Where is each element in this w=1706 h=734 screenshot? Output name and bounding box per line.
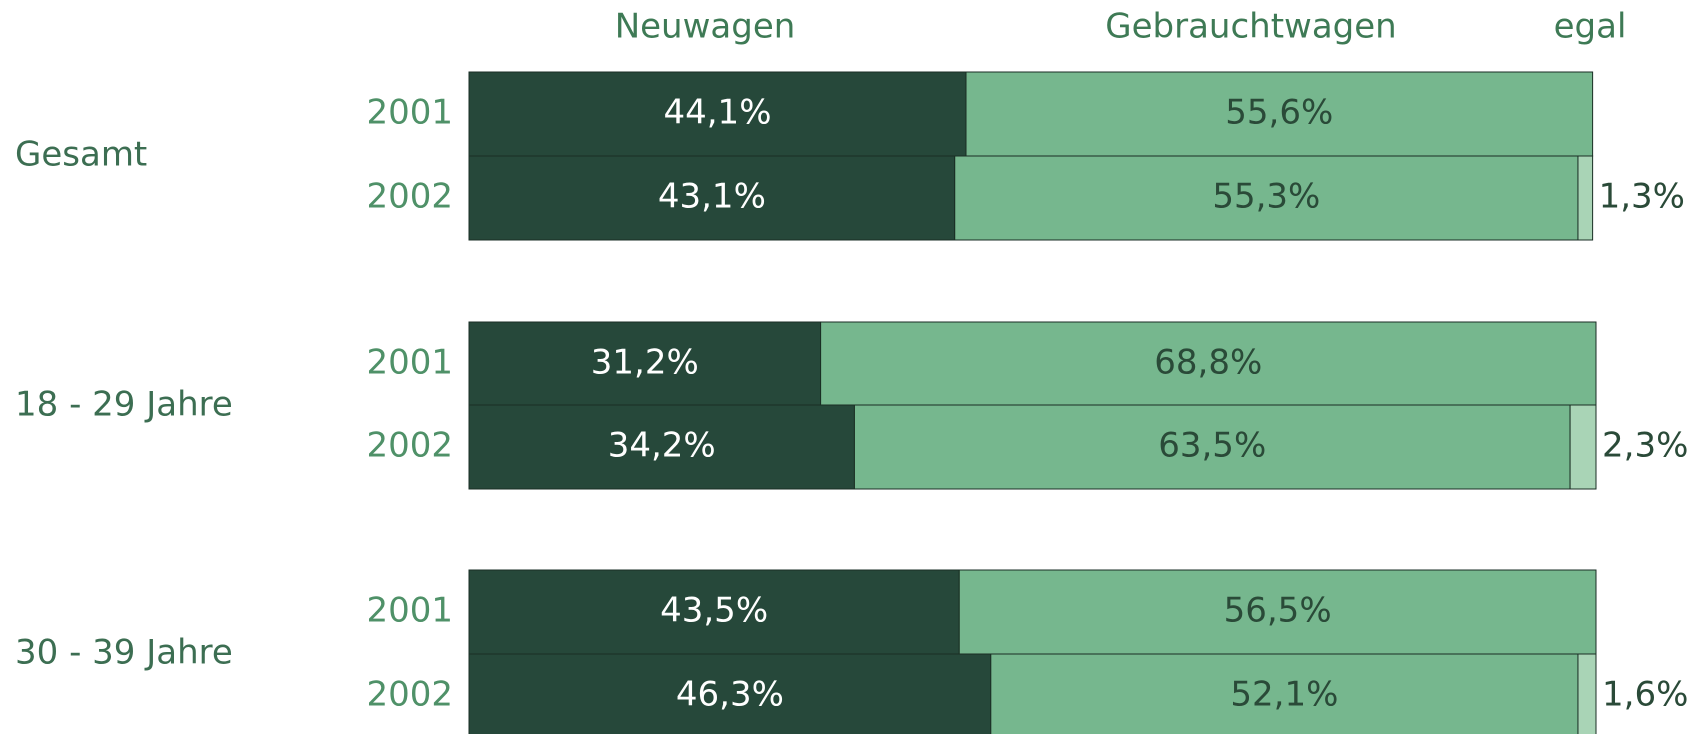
row-label: 2001 — [366, 591, 453, 631]
bar-segment — [1577, 653, 1597, 734]
bar-segment — [965, 71, 1594, 157]
bar-segment — [468, 155, 956, 241]
bar-segment — [820, 321, 1597, 407]
value-label: 63,5% — [1158, 426, 1266, 466]
value-label: 2,3% — [1602, 426, 1688, 466]
value-label: 1,3% — [1599, 177, 1685, 217]
group-label: Gesamt — [15, 135, 147, 175]
bar-segment — [853, 404, 1571, 490]
row-label: 2002 — [366, 426, 453, 466]
value-label: 43,5% — [660, 591, 768, 631]
bar-segment — [958, 569, 1597, 655]
bar-segment — [468, 404, 855, 490]
bar-segment — [990, 653, 1579, 734]
row-label: 2002 — [366, 675, 453, 715]
legend-label: Gebrauchtwagen — [1105, 7, 1396, 47]
bar-segment — [1569, 404, 1597, 490]
value-label: 44,1% — [663, 93, 771, 133]
legend-label: egal — [1554, 7, 1627, 47]
group-label: 30 - 39 Jahre — [15, 633, 233, 673]
value-label: 34,2% — [608, 426, 716, 466]
value-label: 55,3% — [1212, 177, 1320, 217]
row-label: 2001 — [366, 343, 453, 383]
value-label: 52,1% — [1230, 675, 1338, 715]
bar-segment — [468, 71, 967, 157]
bar-segment — [954, 155, 1579, 241]
bar-segment — [1577, 155, 1594, 241]
value-label: 55,6% — [1225, 93, 1333, 133]
row-label: 2002 — [366, 177, 453, 217]
legend-label: Neuwagen — [615, 7, 796, 47]
value-label: 56,5% — [1224, 591, 1332, 631]
value-label: 68,8% — [1154, 343, 1262, 383]
value-label: 31,2% — [591, 343, 699, 383]
value-label: 46,3% — [676, 675, 784, 715]
value-label: 43,1% — [658, 177, 766, 217]
value-label: 1,6% — [1602, 675, 1688, 715]
row-label: 2001 — [366, 93, 453, 133]
bar-segment — [468, 321, 822, 407]
group-label: 18 - 29 Jahre — [15, 385, 233, 425]
